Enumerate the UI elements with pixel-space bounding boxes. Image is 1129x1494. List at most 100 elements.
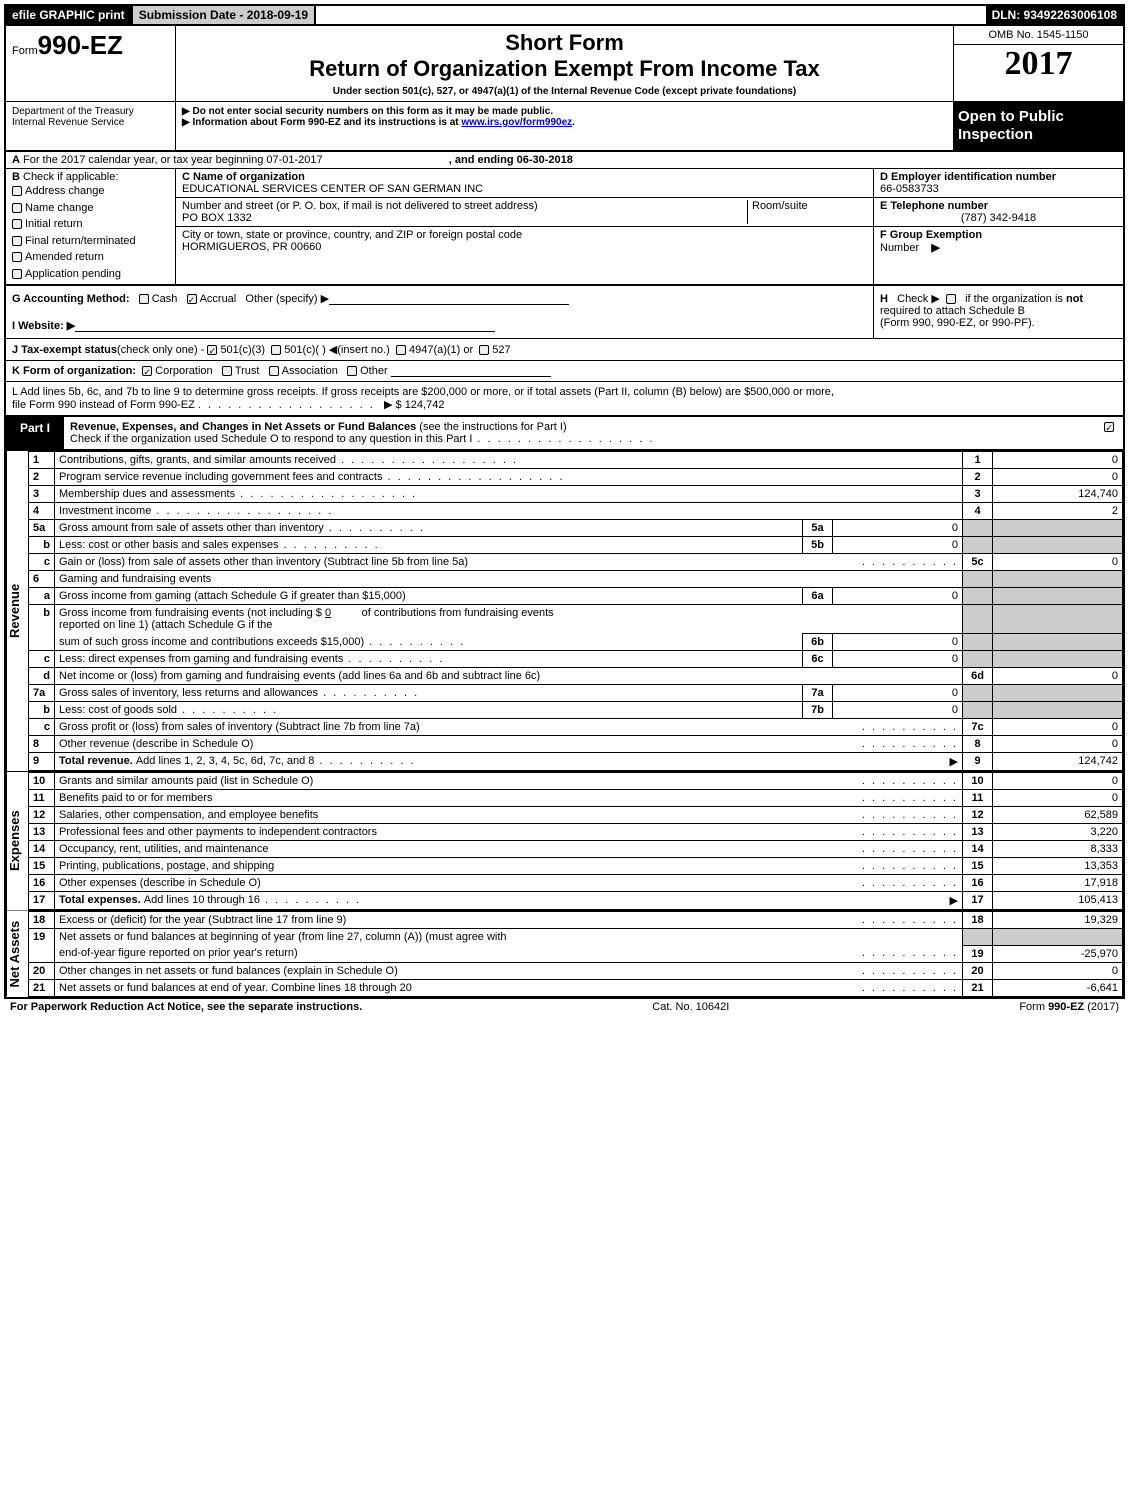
l-text2: file Form 990 instead of Form 990-EZ (12, 399, 195, 411)
line-5b: b Less: cost or other basis and sales ex… (29, 537, 1123, 554)
chk-accrual[interactable] (187, 294, 197, 304)
website-input[interactable] (75, 320, 495, 332)
chk-other-org[interactable] (347, 366, 357, 376)
subtitle: Under section 501(c), 527, or 4947(a)(1)… (182, 86, 947, 97)
short-form-title: Short Form (182, 30, 947, 56)
chk-trust[interactable] (222, 366, 232, 376)
submission-date: Submission Date - 2018-09-19 (131, 6, 316, 24)
chk-4947[interactable] (396, 345, 406, 355)
line-6b-1: b Gross income from fundraising events (… (29, 605, 1123, 634)
chk-amended-return[interactable]: Amended return (12, 249, 169, 266)
line-10: 10Grants and similar amounts paid (list … (29, 773, 1123, 790)
h-txt3: required to attach Schedule B (880, 305, 1025, 317)
chk-schedule-b[interactable] (946, 294, 956, 304)
line-6b-2: sum of such gross income and contributio… (29, 634, 1123, 651)
phone-row: E Telephone number (787) 342-9418 (874, 198, 1123, 227)
footer-right: Form 990-EZ (2017) (1019, 1001, 1119, 1013)
g-other-input[interactable] (329, 293, 569, 305)
org-name-row: C Name of organization EDUCATIONAL SERVI… (176, 169, 873, 198)
chk-address-change[interactable]: Address change (12, 183, 169, 200)
check-if-applicable: B Check if applicable: Address change Na… (6, 169, 176, 284)
open-to-public: Open to Public Inspection (954, 102, 1123, 150)
room-label: Room/suite (752, 200, 867, 212)
other-org-input[interactable] (391, 365, 551, 377)
line-6c: c Less: direct expenses from gaming and … (29, 651, 1123, 668)
header-center: Short Form Return of Organization Exempt… (176, 26, 953, 101)
footer-left: For Paperwork Reduction Act Notice, see … (10, 1001, 362, 1013)
chk-association[interactable] (269, 366, 279, 376)
chk-initial-return[interactable]: Initial return (12, 216, 169, 233)
i-label: I Website: ▶ (12, 320, 75, 332)
h-label: H (880, 293, 888, 305)
net-assets-side-label: Net Assets (6, 911, 28, 997)
chk-501c[interactable] (271, 345, 281, 355)
line-7b: b Less: cost of goods sold 7b 0 (29, 702, 1123, 719)
city-label: City or town, state or province, country… (182, 229, 867, 241)
ein-row: D Employer identification number 66-0583… (874, 169, 1123, 198)
efile-label: efile GRAPHIC print (6, 6, 131, 24)
h-txt4: (Form 990, 990-EZ, or 990-PF). (880, 317, 1035, 329)
entity-block: B Check if applicable: Address change Na… (6, 168, 1123, 284)
l-text1: L Add lines 5b, 6c, and 7b to line 9 to … (12, 386, 834, 398)
part1-check-line: Check if the organization used Schedule … (70, 433, 472, 445)
form-number-block: Form990-EZ (12, 30, 169, 61)
line-21: 21Net assets or fund balances at end of … (29, 979, 1123, 996)
line-14: 14Occupancy, rent, utilities, and mainte… (29, 841, 1123, 858)
note2-pre: ▶ Information about Form 990-EZ and its … (182, 117, 461, 128)
part1-title-block: Revenue, Expenses, and Changes in Net As… (64, 417, 1098, 449)
header-row: Form990-EZ Short Form Return of Organiza… (6, 26, 1123, 101)
revenue-side-label: Revenue (6, 451, 28, 771)
line-i: I Website: ▶ (12, 319, 867, 332)
line-19-1: 19Net assets or fund balances at beginni… (29, 929, 1123, 946)
chk-schedule-o[interactable] (1104, 422, 1114, 432)
k-label: K Form of organization: (12, 365, 136, 377)
header-row-2: Department of the Treasury Internal Reve… (6, 101, 1123, 150)
h-check: Check ▶ (897, 293, 940, 305)
org-name: EDUCATIONAL SERVICES CENTER OF SAN GERMA… (182, 183, 867, 195)
b-label: Check if applicable: (23, 171, 118, 183)
line-13: 13Professional fees and other payments t… (29, 824, 1123, 841)
line-16: 16Other expenses (describe in Schedule O… (29, 875, 1123, 892)
chk-cash[interactable] (139, 294, 149, 304)
chk-application-pending[interactable]: Application pending (12, 266, 169, 283)
dots (198, 399, 375, 411)
line-6a: a Gross income from gaming (attach Sched… (29, 588, 1123, 605)
spacer (316, 6, 985, 24)
6b-amount: 0 (325, 607, 331, 619)
line-1: 1 Contributions, gifts, grants, and simi… (29, 452, 1123, 469)
street-row: Number and street (or P. O. box, if mail… (176, 198, 873, 227)
line-3: 3 Membership dues and assessments 3 124,… (29, 486, 1123, 503)
expenses-side-label: Expenses (6, 772, 28, 910)
chk-final-return[interactable]: Final return/terminated (12, 233, 169, 250)
group-exemption-number-label: Number (880, 242, 919, 254)
instructions-link[interactable]: www.irs.gov/form990ez (461, 117, 572, 128)
line-g: G Accounting Method: Cash Accrual Other … (12, 292, 867, 305)
chk-527[interactable] (479, 345, 489, 355)
line-18: 18Excess or (deficit) for the year (Subt… (29, 912, 1123, 929)
expenses-section: Expenses 10Grants and similar amounts pa… (6, 771, 1123, 910)
l-amount: ▶ $ 124,742 (384, 399, 444, 411)
header-notes: ▶ Do not enter social security numbers o… (176, 102, 953, 150)
line-k: K Form of organization: Corporation Trus… (6, 360, 1123, 381)
chk-name-change[interactable]: Name change (12, 200, 169, 217)
group-exemption-arrow: ▶ (931, 242, 939, 254)
line-6d: d Net income or (loss) from gaming and f… (29, 668, 1123, 685)
line-a: A For the 2017 calendar year, or tax yea… (6, 150, 1123, 168)
line-15: 15Printing, publications, postage, and s… (29, 858, 1123, 875)
form-container: efile GRAPHIC print Submission Date - 20… (4, 4, 1125, 999)
line-a-text: For the 2017 calendar year, or tax year … (23, 154, 323, 166)
part1-title-note: (see the instructions for Part I) (419, 421, 566, 433)
open-public-block: Open to Public Inspection (953, 102, 1123, 150)
dept-treasury: Department of the Treasury (12, 106, 169, 117)
chk-501c3[interactable] (207, 345, 217, 355)
revenue-section: Revenue 1 Contributions, gifts, grants, … (6, 450, 1123, 771)
line-7a: 7a Gross sales of inventory, less return… (29, 685, 1123, 702)
part1-label: Part I (6, 417, 64, 449)
chk-corporation[interactable] (142, 366, 152, 376)
city-row: City or town, state or province, country… (176, 227, 873, 255)
line-5c: c Gain or (loss) from sale of assets oth… (29, 554, 1123, 571)
header-left: Form990-EZ (6, 26, 176, 101)
street-label: Number and street (or P. O. box, if mail… (182, 200, 747, 212)
omb-number: OMB No. 1545-1150 (954, 26, 1123, 45)
line-7c: c Gross profit or (loss) from sales of i… (29, 719, 1123, 736)
